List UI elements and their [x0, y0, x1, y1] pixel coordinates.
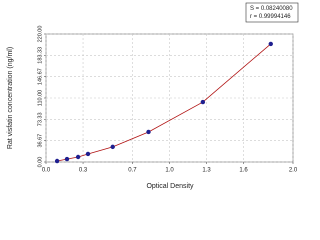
stat-r: r = 0.99994146: [250, 14, 291, 20]
y-tick-label: 110.00: [37, 90, 43, 106]
x-tick-label: 1.0: [165, 168, 174, 174]
y-tick-label: 220.00: [37, 26, 43, 43]
x-tick-label: 0.3: [79, 168, 88, 174]
y-tick-label: 146.67: [37, 68, 43, 85]
y-axis-label: Rat visfatin concentration (ng/ml): [7, 47, 14, 149]
data-point: [64, 156, 70, 162]
y-tick-label: 36.67: [37, 134, 43, 148]
stat-s: S = 0.08240080: [250, 6, 293, 12]
data-point: [200, 99, 206, 105]
data-point: [75, 154, 81, 160]
x-tick-label: 0.0: [42, 168, 51, 174]
x-tick-label: 1.6: [239, 168, 248, 174]
x-tick-label: 0.7: [128, 168, 137, 174]
x-axis-label: Optical Density: [146, 183, 194, 190]
stats-box: [245, 2, 299, 23]
data-point: [146, 129, 151, 135]
data-point: [85, 151, 91, 157]
data-point: [268, 41, 273, 47]
chart: Optical Density Rat visfatin concentrati…: [7, 2, 299, 190]
data-point: [110, 144, 115, 150]
y-tick-label: 183.33: [37, 47, 43, 64]
data-point: [54, 158, 60, 164]
y-tick-label: 73.33: [37, 112, 43, 126]
x-tick-label: 2.0: [289, 168, 298, 174]
x-tick-label: 1.3: [202, 168, 211, 174]
y-tick-label: 0.00: [37, 157, 43, 168]
